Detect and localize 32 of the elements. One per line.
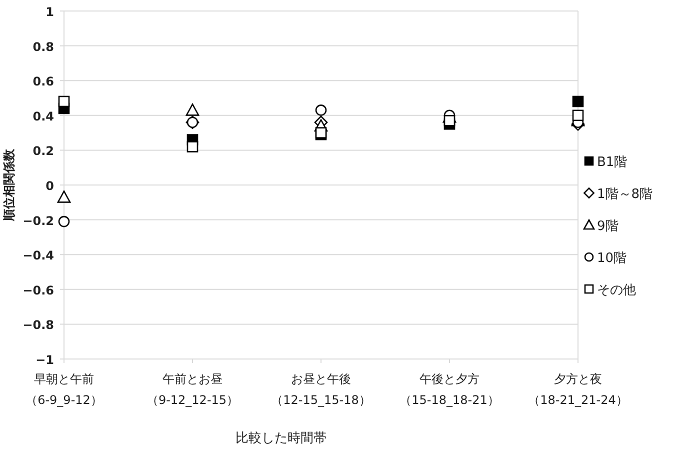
point [186, 141, 198, 152]
x-tick-label: 夕方と夜（18-21_21-24） [528, 372, 628, 407]
x-tick-label: 午前とお昼（9-12_12-15） [146, 372, 239, 407]
y-tick-label: −0.4 [22, 248, 54, 263]
point [572, 110, 584, 122]
y-axis-title: 順位相関係数 [2, 148, 16, 222]
x-tick-label: 午後と夕方（15-18_18-21） [400, 372, 500, 407]
y-tick-label: 0.8 [32, 40, 54, 54]
y-tick-label: −0.2 [22, 214, 54, 228]
x-tick-label: お昼と午後（12-15_15-18） [271, 372, 371, 407]
y-tick-label: 0.2 [32, 144, 54, 158]
legend-label: 10階 [597, 251, 627, 266]
point [57, 190, 71, 203]
y-tick-label: −0.8 [22, 318, 54, 332]
y-tick-label: 1 [46, 5, 54, 19]
point [58, 216, 70, 228]
point [58, 96, 70, 108]
x-axis-title: 比較した時間帯 [236, 431, 326, 446]
y-tick-label: 0 [46, 179, 54, 193]
legend-label: 1階～8階 [597, 187, 653, 202]
y-tick-label: −0.6 [22, 283, 54, 298]
y-tick-label: 0.4 [32, 109, 54, 124]
legend-label: 9階 [597, 219, 618, 234]
point [186, 104, 200, 116]
y-tick-label: 0.6 [32, 74, 54, 89]
x-tick-label: 早朝と午前（6-9_9-12） [26, 372, 102, 407]
legend-label: B1階 [597, 155, 628, 170]
legend-label: その他 [597, 283, 636, 298]
y-tick-label: −1 [36, 353, 54, 367]
point [186, 116, 198, 128]
point [444, 114, 456, 126]
point [572, 96, 584, 108]
